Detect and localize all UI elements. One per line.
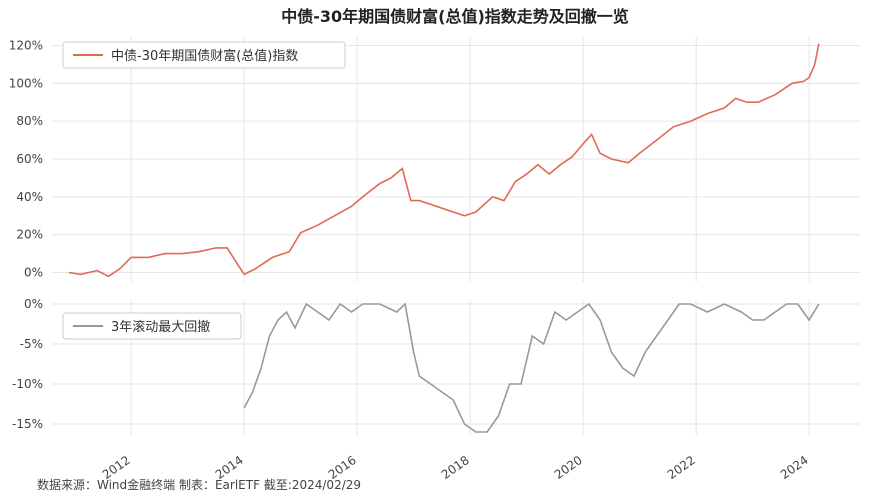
- top-y-tick-label: 80%: [16, 114, 43, 128]
- top-y-tick-label: 20%: [16, 228, 43, 242]
- top-y-tick-label: 100%: [9, 76, 43, 90]
- x-tick-label: 2018: [439, 453, 472, 482]
- gridlines: [52, 36, 860, 436]
- top-legend-box: [62, 41, 346, 69]
- top-y-tick-label: 0%: [24, 266, 43, 280]
- top-y-axis-ticks: 0% 20% 40% 60% 80% 100% 120%: [9, 38, 43, 279]
- x-tick-label: 2022: [665, 453, 698, 482]
- x-tick-label: 2024: [778, 453, 811, 482]
- bottom-y-tick-label: -5%: [20, 337, 43, 351]
- bottom-legend-box: [62, 312, 242, 340]
- top-y-tick-label: 60%: [16, 152, 43, 166]
- bottom-y-tick-label: 0%: [24, 297, 43, 311]
- chart-title: 中债-30年期国债财富(总值)指数走势及回撤一览: [281, 7, 629, 26]
- top-y-tick-label: 120%: [9, 38, 43, 52]
- bottom-y-axis-ticks: 0% -5% -10% -15%: [12, 297, 43, 431]
- bottom-legend: 3年滚动最大回撤: [62, 312, 242, 340]
- top-legend-label: 中债-30年期国债财富(总值)指数: [111, 48, 298, 64]
- drawdown-series-line: [243, 302, 820, 433]
- top-legend: 中债-30年期国债财富(总值)指数: [62, 41, 346, 69]
- bottom-y-tick-label: -10%: [12, 377, 43, 391]
- x-tick-label: 2020: [552, 453, 585, 482]
- source-note: 数据来源：Wind金融终端 制表：EarlETF 截至:2024/02/29: [37, 477, 361, 492]
- bottom-y-tick-label: -15%: [12, 417, 43, 431]
- top-y-tick-label: 40%: [16, 190, 43, 204]
- bottom-legend-label: 3年滚动最大回撤: [111, 319, 210, 335]
- index-series-line: [68, 43, 820, 278]
